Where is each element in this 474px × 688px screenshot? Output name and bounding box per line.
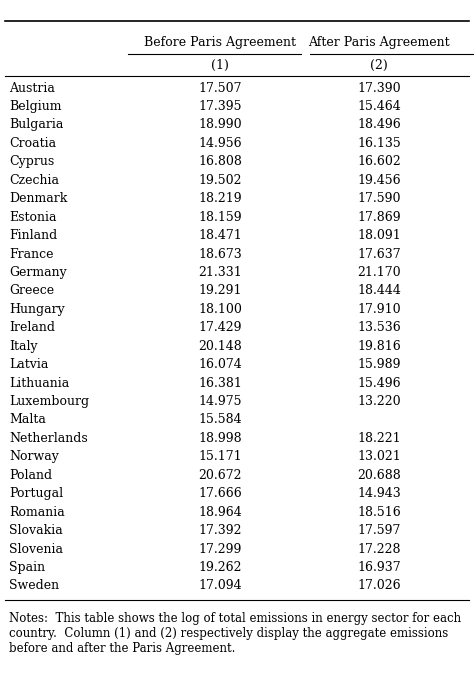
Text: Denmark: Denmark	[9, 192, 68, 205]
Text: Greece: Greece	[9, 284, 55, 297]
Text: 15.584: 15.584	[199, 413, 242, 427]
Text: Germany: Germany	[9, 266, 67, 279]
Text: 17.637: 17.637	[357, 248, 401, 261]
Text: 15.496: 15.496	[357, 376, 401, 389]
Text: 13.220: 13.220	[357, 395, 401, 408]
Text: Latvia: Latvia	[9, 358, 49, 371]
Text: 14.975: 14.975	[199, 395, 242, 408]
Text: 18.471: 18.471	[199, 229, 242, 242]
Text: Romania: Romania	[9, 506, 65, 519]
Text: 18.219: 18.219	[199, 192, 242, 205]
Text: Hungary: Hungary	[9, 303, 65, 316]
Text: Luxembourg: Luxembourg	[9, 395, 90, 408]
Text: Austria: Austria	[9, 82, 55, 94]
Text: 17.392: 17.392	[199, 524, 242, 537]
Text: before and after the Paris Agreement.: before and after the Paris Agreement.	[9, 642, 236, 655]
Text: Lithuania: Lithuania	[9, 376, 70, 389]
Text: After Paris Agreement: After Paris Agreement	[309, 36, 450, 49]
Text: 17.869: 17.869	[357, 211, 401, 224]
Text: 17.429: 17.429	[199, 321, 242, 334]
Text: Bulgaria: Bulgaria	[9, 118, 64, 131]
Text: 21.331: 21.331	[199, 266, 242, 279]
Text: Belgium: Belgium	[9, 100, 62, 113]
Text: 16.602: 16.602	[357, 155, 401, 169]
Text: Poland: Poland	[9, 469, 53, 482]
Text: 17.597: 17.597	[357, 524, 401, 537]
Text: Slovakia: Slovakia	[9, 524, 63, 537]
Text: 14.943: 14.943	[357, 487, 401, 500]
Text: 19.262: 19.262	[199, 561, 242, 574]
Text: 20.672: 20.672	[199, 469, 242, 482]
Text: 18.516: 18.516	[357, 506, 401, 519]
Text: 15.989: 15.989	[357, 358, 401, 371]
Text: 17.299: 17.299	[199, 543, 242, 555]
Text: 18.673: 18.673	[199, 248, 242, 261]
Text: (2): (2)	[370, 59, 388, 72]
Text: 20.148: 20.148	[199, 340, 242, 353]
Text: Estonia: Estonia	[9, 211, 57, 224]
Text: Sweden: Sweden	[9, 579, 60, 592]
Text: 19.816: 19.816	[357, 340, 401, 353]
Text: 18.444: 18.444	[357, 284, 401, 297]
Text: 17.390: 17.390	[357, 82, 401, 94]
Text: Malta: Malta	[9, 413, 46, 427]
Text: 18.990: 18.990	[199, 118, 242, 131]
Text: Italy: Italy	[9, 340, 38, 353]
Text: 18.221: 18.221	[357, 432, 401, 445]
Text: Finland: Finland	[9, 229, 58, 242]
Text: 16.381: 16.381	[199, 376, 242, 389]
Text: Slovenia: Slovenia	[9, 543, 64, 555]
Text: 17.910: 17.910	[357, 303, 401, 316]
Text: Netherlands: Netherlands	[9, 432, 88, 445]
Text: 14.956: 14.956	[199, 137, 242, 150]
Text: 17.590: 17.590	[357, 192, 401, 205]
Text: Ireland: Ireland	[9, 321, 55, 334]
Text: 18.159: 18.159	[199, 211, 242, 224]
Text: Notes:  This table shows the log of total emissions in energy sector for each: Notes: This table shows the log of total…	[9, 612, 462, 625]
Text: Norway: Norway	[9, 451, 59, 463]
Text: 17.507: 17.507	[199, 82, 242, 94]
Text: Before Paris Agreement: Before Paris Agreement	[145, 36, 296, 49]
Text: 16.135: 16.135	[357, 137, 401, 150]
Text: 17.228: 17.228	[357, 543, 401, 555]
Text: 19.456: 19.456	[357, 174, 401, 186]
Text: 16.074: 16.074	[199, 358, 242, 371]
Text: 16.937: 16.937	[357, 561, 401, 574]
Text: Spain: Spain	[9, 561, 46, 574]
Text: 15.171: 15.171	[199, 451, 242, 463]
Text: 18.964: 18.964	[199, 506, 242, 519]
Text: 19.502: 19.502	[199, 174, 242, 186]
Text: France: France	[9, 248, 54, 261]
Text: 17.666: 17.666	[199, 487, 242, 500]
Text: country.  Column (1) and (2) respectively display the aggregate emissions: country. Column (1) and (2) respectively…	[9, 627, 449, 640]
Text: 20.688: 20.688	[357, 469, 401, 482]
Text: Cyprus: Cyprus	[9, 155, 55, 169]
Text: 18.998: 18.998	[199, 432, 242, 445]
Text: 21.170: 21.170	[357, 266, 401, 279]
Text: 19.291: 19.291	[199, 284, 242, 297]
Text: 15.464: 15.464	[357, 100, 401, 113]
Text: 13.536: 13.536	[357, 321, 401, 334]
Text: Croatia: Croatia	[9, 137, 56, 150]
Text: 18.091: 18.091	[357, 229, 401, 242]
Text: 17.026: 17.026	[357, 579, 401, 592]
Text: Portugal: Portugal	[9, 487, 64, 500]
Text: 17.094: 17.094	[199, 579, 242, 592]
Text: 17.395: 17.395	[199, 100, 242, 113]
Text: 18.496: 18.496	[357, 118, 401, 131]
Text: 16.808: 16.808	[199, 155, 242, 169]
Text: (1): (1)	[211, 59, 229, 72]
Text: Czechia: Czechia	[9, 174, 59, 186]
Text: 18.100: 18.100	[199, 303, 242, 316]
Text: 13.021: 13.021	[357, 451, 401, 463]
